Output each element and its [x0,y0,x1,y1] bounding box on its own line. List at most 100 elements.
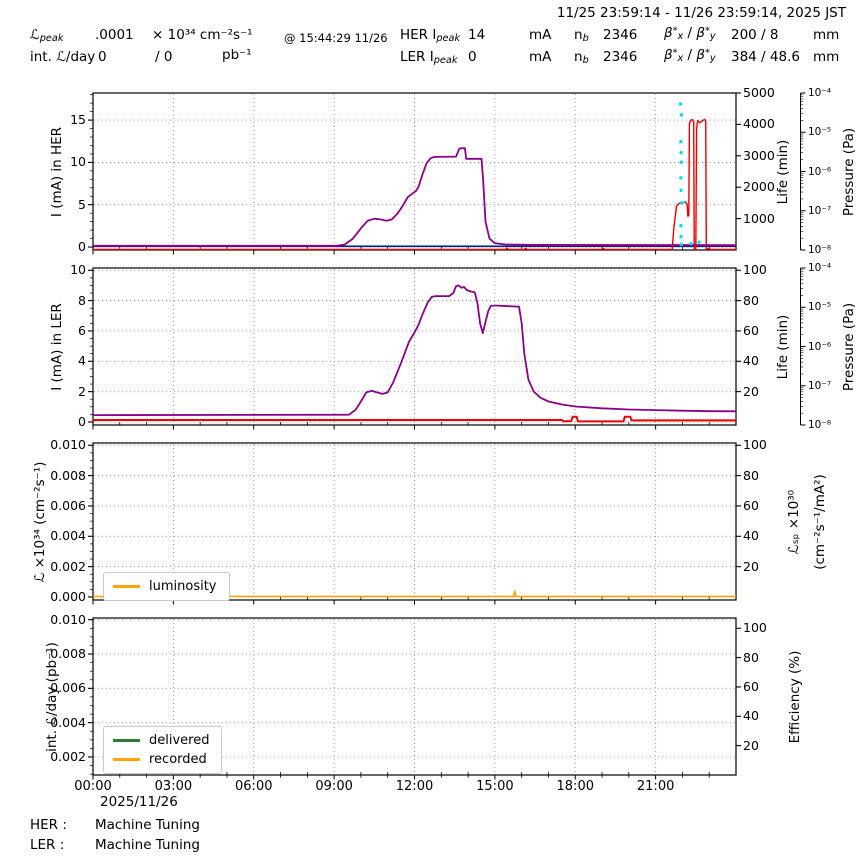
y-right-tick-label: 2000 [743,179,775,195]
her-nb-label: nb [574,27,589,44]
y-tick-label: 4 [78,353,86,369]
y-right-tick-label: 3000 [743,147,775,163]
ler-beta-unit: mm [813,49,840,65]
y-right-tick-label: 100 [743,437,767,453]
her-beta-label: β*x / β*y [664,25,716,42]
x-tick-label: 21:00 [636,779,675,794]
x-tick-label: 18:00 [556,779,594,794]
pressure-tick-label: 10⁻⁴ [808,87,832,99]
intl-value: 0 [98,49,107,65]
her-ipeak-value: 14 [468,27,486,43]
y-tick-label: 0.008 [50,646,86,662]
ler-beta-label: β*x / β*y [664,47,716,64]
pressure-tick-label: 10⁻⁵ [808,301,832,314]
lsp-axis-unit-label: (cm⁻²s⁻¹/mA²) [812,473,828,570]
y-right-tick-label: 100 [743,620,767,636]
efficiency-axis-label: Efficiency (%) [787,650,803,743]
pressure-tick-label: 10⁻⁷ [808,379,832,392]
ler-lifetime [93,415,736,423]
ler-ipeak-value: 0 [468,49,477,65]
x-tick-label: 06:00 [235,779,273,794]
lpeak-value: .0001 [95,27,134,43]
y-tick-label: 15 [70,112,86,128]
legend-label: recorded [149,752,207,767]
her-beta-value: 200 / 8 [731,27,779,43]
date-range: 11/25 23:59:14 - 11/26 23:59:14, 2025 JS… [556,5,846,21]
intl-value2: / 0 [155,49,173,65]
her-beam-current [93,147,737,247]
y-right-tick-label: 80 [743,649,759,665]
y-right-tick-label: 20 [743,558,759,574]
life-axis-label: Life (min) [775,314,791,379]
y-tick-label: 0.010 [50,611,86,627]
y-tick-label: 8 [78,292,86,308]
lpeak-unit: × 10³⁴ cm⁻²s⁻¹ [152,27,253,43]
legend-swatch [113,585,140,588]
y-tick-label: 6 [78,322,86,338]
intl-unit: pb⁻¹ [222,47,252,63]
y-tick-label: 0.006 [50,497,86,513]
y-tick-label: 0.004 [50,528,86,544]
legend-item: luminosity [113,577,217,596]
her-ipeak-label: HER Ipeak [400,27,461,44]
y-right-tick-label: 4000 [743,116,775,132]
ler-status-value: Machine Tuning [95,837,200,853]
pressure-tick-label: 10⁻⁶ [808,340,832,353]
y-right-tick-label: 100 [743,262,767,278]
pressure-tick-label: 10⁻⁷ [808,204,832,217]
y-tick-label: 0.008 [50,467,86,483]
ler-nb-label: nb [574,49,589,66]
integrated-luminosity-panel-legend: delivered recorded [103,726,223,774]
y-tick-label: 0.004 [50,714,86,730]
y-right-tick-label: 60 [743,322,759,338]
y-right-tick-label: 80 [743,292,759,308]
y-tick-label: 0.010 [50,437,86,453]
pressure-tick-label: 10⁻⁸ [808,419,832,431]
x-tick-label: 09:00 [315,779,353,794]
y-right-tick-label: 20 [743,737,759,753]
ler-status-label: LER : [30,837,65,853]
y-right-tick-label: 40 [743,708,759,724]
y-right-tick-label: 1000 [743,210,775,226]
ylabel-her-panel: I (mA) in HER [49,126,65,217]
x-axis-date: 2025/11/26 [100,794,178,810]
her-status-value: Machine Tuning [95,817,200,833]
y-right-tick-label: 60 [743,678,759,694]
her-nb-value: 2346 [603,27,638,43]
y-tick-label: 5 [78,196,86,212]
x-tick-label: 12:00 [395,779,434,794]
legend-swatch [113,739,140,742]
y-right-tick-label: 20 [743,383,759,399]
legend-item: delivered [113,731,209,750]
her-status-label: HER : [30,817,67,833]
y-tick-label: 2 [78,383,86,399]
y-right-tick-label: 80 [743,467,759,483]
ler-beta-value: 384 / 48.6 [731,49,800,65]
x-tick-label: 15:00 [476,779,514,794]
pressure-tick-label: 10⁻⁴ [808,262,832,274]
y-tick-label: 10 [70,262,86,278]
ler-beam-current [92,284,737,417]
y-right-tick-label: 5000 [743,85,775,100]
y-tick-label: 0 [78,239,86,255]
her-lifetime [93,118,736,251]
legend-label: luminosity [149,579,217,594]
her-beta-unit: mm [813,27,840,43]
ler-nb-value: 2346 [603,49,638,65]
x-tick-label: 03:00 [154,779,193,794]
ler-ipeak-unit: mA [529,49,552,65]
legend-label: delivered [149,733,210,748]
y-tick-label: 0.000 [50,588,86,604]
her-ipeak-unit: mA [529,27,552,43]
legend-swatch [113,758,140,761]
ylabel-ler-panel: I (mA) in LER [49,302,65,391]
x-tick-label: 00:00 [74,779,112,794]
ylabel-luminosity-panel: ℒ ×10³⁴ (cm⁻²s⁻¹) [32,461,48,582]
y-right-tick-label: 60 [743,497,759,513]
pressure-axis-label: Pressure (Pa) [841,302,857,391]
y-tick-label: 0.002 [50,748,86,764]
y-tick-label: 0.006 [50,680,86,696]
y-tick-label: 10 [70,154,86,170]
intl-label: int. ℒ/day [30,49,96,65]
lpeak-timestamp: @ 15:44:29 11/26 [284,31,388,45]
